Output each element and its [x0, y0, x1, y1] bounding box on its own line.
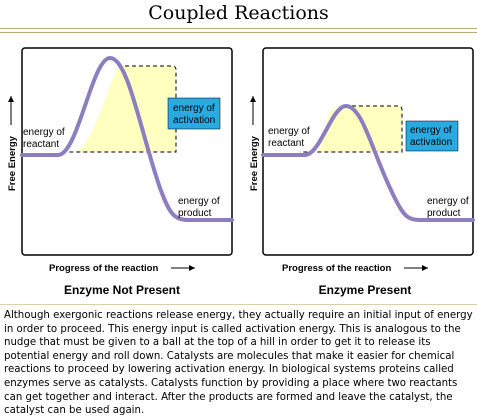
reactant-label-right-2: reactant	[268, 138, 304, 149]
product-label-left-2: product	[178, 208, 212, 219]
panel-enzyme-not-present: energy of activation energy of reactant …	[7, 47, 234, 274]
activation-label-right-2: activation	[410, 137, 452, 148]
page-title: Coupled Reactions	[148, 2, 329, 24]
reactant-label-left-2: reactant	[23, 139, 59, 150]
y-axis-label-right: Free Energy	[249, 135, 260, 191]
activation-energy-diagrams: energy of activation energy of reactant …	[7, 47, 475, 274]
activation-region-left	[73, 66, 176, 152]
caption-enzyme-not-present: Enzyme Not Present	[63, 283, 181, 297]
reactant-label-right-1: energy of	[268, 126, 310, 137]
activation-dashed-right	[300, 105, 403, 153]
activation-box-right	[405, 120, 459, 152]
activation-label-right-1: energy of	[410, 125, 452, 136]
reaction-curve-left	[20, 55, 234, 222]
product-label-right-2: product	[427, 208, 461, 219]
product-label-left-1: energy of	[178, 196, 220, 207]
x-axis-label-right: Progress of the reaction	[282, 263, 391, 274]
y-axis-label-left: Free Energy	[7, 135, 18, 191]
x-axis-label-left: Progress of the reaction	[49, 263, 158, 274]
panel-enzyme-present: energy of activation energy of reactant …	[249, 47, 475, 274]
activation-dashed-left	[62, 65, 177, 153]
activation-box-left	[167, 97, 221, 130]
reactant-label-left-1: energy of	[23, 127, 65, 138]
reaction-curve-right	[261, 103, 475, 222]
caption-enzyme-present: Enzyme Present	[318, 283, 412, 297]
activation-label-left-2: activation	[173, 115, 215, 126]
title-divider	[0, 28, 477, 33]
activation-region-right	[318, 106, 402, 152]
activation-label-left-1: energy of	[173, 103, 215, 114]
product-label-right-1: energy of	[427, 196, 469, 207]
description-divider	[0, 304, 477, 305]
description-paragraph: Although exergonic reactions release ene…	[4, 310, 473, 417]
